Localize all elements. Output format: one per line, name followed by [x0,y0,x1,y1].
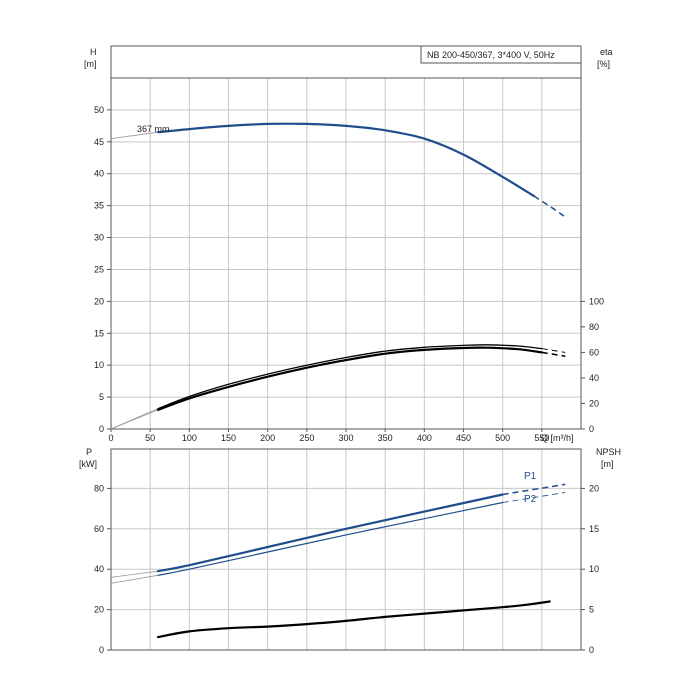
bottom-left-tick-label: 0 [99,645,104,655]
bottom-right-axis-label-line2: [m] [601,459,614,469]
x-tick-label: 0 [108,433,113,443]
top-left-tick-label: 45 [94,137,104,147]
x-tick-label: 550 [534,433,549,443]
power-p1-curve-extrapolated [110,570,159,578]
series-label-p1: P1 [524,471,537,482]
top-left-tick-label: 25 [94,264,104,274]
top-right-axis-label-line2: [%] [597,59,610,69]
x-tick-label: 100 [182,433,197,443]
top-right-ticks: 0 20 40 60 80 100 [581,296,604,434]
efficiency-curve-1 [156,346,543,411]
power-p2-curve-dashed-end [502,491,566,503]
top-left-tick-label: 20 [94,296,104,306]
bottom-left-tick-label: 80 [94,483,104,493]
x-tick-label: 250 [299,433,314,443]
x-axis-ticks: 0 50 100 150 200 250 300 350 400 450 500 550 [108,429,549,443]
top-left-tick-label: 15 [94,328,104,338]
x-tick-label: 500 [495,433,510,443]
x-axis-label: Q [m³/h] [541,433,574,443]
bottom-right-axis-label-line1: NPSH [596,447,621,457]
npsh-curve [156,600,551,639]
top-right-axis-label-line1: eta [600,47,613,57]
power-p2-curve [157,501,504,576]
power-p1-curve-dashed-end [502,483,566,496]
x-tick-label: 200 [260,433,275,443]
top-right-tick-label: 100 [589,296,604,306]
bottom-left-tick-label: 60 [94,524,104,534]
top-right-tick-label: 80 [589,322,599,332]
bottom-series-group [110,483,566,639]
top-left-ticks: 0 5 10 15 20 25 30 35 40 45 50 [94,105,111,434]
x-tick-label: 350 [378,433,393,443]
x-tick-label: 300 [338,433,353,443]
top-left-tick-label: 30 [94,233,104,243]
top-left-tick-label: 50 [94,105,104,115]
bottom-right-tick-label: 10 [589,564,599,574]
head-curve [156,122,536,198]
top-right-tick-label: 40 [589,373,599,383]
pump-title: NB 200-450/367, 3*400 V, 50Hz [427,50,555,60]
head-curve-extrapolated [110,131,159,139]
bottom-right-ticks: 0 5 10 15 20 [581,483,599,655]
top-right-tick-label: 60 [589,347,599,357]
bottom-left-axis-label-line1: P [86,447,92,457]
top-left-tick-label: 40 [94,169,104,179]
series-label-p2: P2 [524,494,537,505]
power-p1-curve [156,493,504,573]
impeller-diameter-label: 367 mm [137,124,170,134]
pump-title-box [420,45,582,64]
bottom-left-tick-label: 40 [94,564,104,574]
bottom-right-tick-label: 20 [589,483,599,493]
top-left-tick-label: 5 [99,392,104,402]
efficiency-curve-1-dashed-end [541,351,566,357]
x-tick-label: 450 [456,433,471,443]
bottom-right-tick-label: 15 [589,524,599,534]
bottom-right-tick-label: 0 [589,645,594,655]
top-left-axis-label-line1: H [90,47,97,57]
top-left-tick-label: 0 [99,424,104,434]
bottom-left-axis-label-line2: [kW] [79,459,97,469]
top-right-tick-label: 0 [589,424,594,434]
efficiency-curve-2-extrapolated [110,408,159,430]
top-left-axis-label-line2: [m] [84,59,97,69]
efficiency-curve-2-dashed-end [541,348,566,353]
bottom-left-ticks: 0 20 40 60 80 [94,483,111,655]
top-right-tick-label: 20 [589,398,599,408]
power-p2-curve-extrapolated [110,574,159,584]
top-left-tick-label: 35 [94,201,104,211]
bottom-left-tick-label: 20 [94,605,104,615]
top-left-tick-label: 10 [94,360,104,370]
bottom-plot-frame [110,448,582,651]
top-series-group [110,122,566,430]
x-tick-label: 400 [417,433,432,443]
efficiency-curve-2 [157,344,543,410]
x-tick-label: 50 [145,433,155,443]
x-tick-label: 150 [221,433,236,443]
head-curve-dashed-end [533,195,566,218]
bottom-right-tick-label: 5 [589,605,594,615]
